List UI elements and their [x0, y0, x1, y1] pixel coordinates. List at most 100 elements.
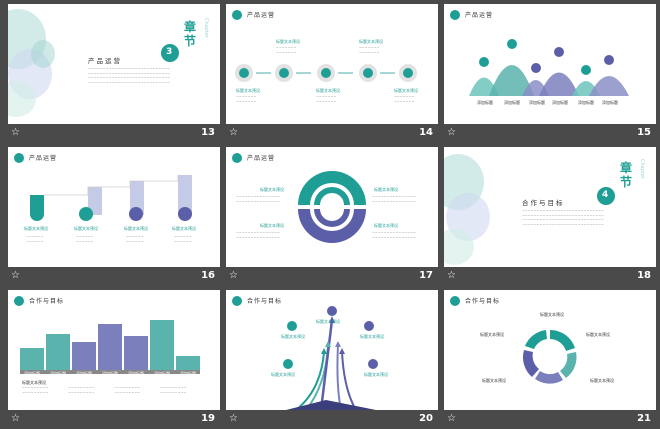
cycle-label: 标题文本预设: [482, 378, 506, 383]
chapter-number: 4: [602, 190, 609, 200]
category-label: 添加标题: [602, 100, 618, 105]
arrows-diagram: [283, 306, 378, 410]
ring-diagram: [298, 171, 366, 243]
bar-graphic: [20, 320, 200, 374]
process-label: 标题文本预设: [394, 88, 418, 93]
section-title: 合作与目标: [522, 199, 565, 207]
chapter-number: 3: [166, 47, 173, 57]
slide-number: 14: [419, 127, 433, 138]
slide-thumb-16[interactable]: 产品运营 标题文本预设 ~~~~~~ ~~~~~~ 标题文本预设 ~~~~~~ ~~…: [8, 147, 220, 286]
chapter-char-mid: 节: [620, 175, 633, 189]
category-label: 添加标题: [552, 100, 568, 105]
star-icon[interactable]: ☆: [229, 270, 238, 281]
process-label: 标题文本预设: [276, 39, 300, 44]
slide-canvas: 合作与目标 标题文本预设 标题文本预设 标题文本预设 标题文本预设 标题文本预设: [226, 290, 438, 410]
category-label: 添加标题: [578, 100, 594, 105]
ring-label: 标题文本预设: [260, 223, 284, 228]
category-label: 添加标题: [504, 100, 520, 105]
node-label: 标题文本预设: [360, 334, 384, 339]
slide-canvas: 产品运营 添加标题 添加标题 添加标题 添加标题 添加标题 添加标题: [444, 4, 656, 124]
step-label: 标题文本预设: [172, 226, 196, 231]
slide-title: 合作与目标: [465, 298, 501, 305]
slide-number: 16: [201, 270, 215, 281]
slide-number: 18: [637, 270, 651, 281]
process-label: 标题文本预设: [316, 88, 340, 93]
bar-label: 添加标题: [128, 371, 144, 376]
slide-title: 合作与目标: [247, 298, 283, 305]
slide-canvas: 章 节 Chapter 3 产品运营 ~~~~~~~~~~~~~~~~~~~~~…: [8, 4, 220, 124]
slide-canvas: 产品运营 标题文本预设 ~~~~~~~~~~~~~~~ ~~~~~~~~~~~~~…: [226, 147, 438, 267]
slide-thumb-13[interactable]: 章 节 Chapter 3 产品运营 ~~~~~~~~~~~~~~~~~~~~~…: [8, 4, 220, 143]
node-label: 标题文本预设: [281, 334, 305, 339]
slide-thumb-19[interactable]: 合作与目标 添加标题 添加标题 添加标题 添加标题 添加标题 添加标题 添加标题…: [8, 290, 220, 429]
slide-number: 20: [419, 413, 433, 424]
slide-number: 21: [637, 413, 651, 424]
ring-label: 标题文本预设: [374, 187, 398, 192]
slide-number: 19: [201, 413, 215, 424]
caption-label: 标题文本预设: [22, 380, 46, 385]
slide-title: 产品运营: [465, 12, 494, 19]
header-dot-icon: [232, 10, 242, 20]
slide-footer: ☆ 17: [226, 267, 438, 286]
ring-label: 标题文本预设: [260, 187, 284, 192]
slide-footer: ☆ 15: [444, 124, 656, 143]
bar-label: 添加标题: [50, 371, 66, 376]
bar-label: 添加标题: [180, 371, 196, 376]
cycle-label: 标题文本预设: [590, 378, 614, 383]
stair-diagram: [30, 175, 192, 221]
slide-canvas: 合作与目标 添加标题 添加标题 添加标题 添加标题 添加标题 添加标题 添加标题…: [8, 290, 220, 410]
slide-footer: ☆ 14: [226, 124, 438, 143]
slide-canvas: 产品运营 标题文本预设 ~~~~~~~ ~~~~~~~ 标题文本预设 ~~~~~~…: [226, 4, 438, 124]
slide-footer: ☆ 18: [444, 267, 656, 286]
header-dot-icon: [14, 153, 24, 163]
slide-footer: ☆ 16: [8, 267, 220, 286]
node-label: 标题文本预设: [271, 372, 295, 377]
header-dot-icon: [450, 10, 460, 20]
step-label: 标题文本预设: [124, 226, 148, 231]
cycle-diagram: [522, 329, 577, 384]
slide-thumb-18[interactable]: 章 节 Chapter 4 合作与目标 ~~~~~~~~~~~~~~~~~~~~…: [444, 147, 656, 286]
slide-title: 产品运营: [29, 155, 58, 162]
watercolor-bg: [8, 9, 179, 117]
process-label: 标题文本预设: [359, 39, 383, 44]
header-dot-icon: [232, 296, 242, 306]
wave-chart: [469, 39, 629, 96]
header-dot-icon: [14, 296, 24, 306]
slide-footer: ☆ 20: [226, 410, 438, 429]
process-label: 标题文本预设: [236, 88, 260, 93]
slide-canvas: 章 节 Chapter 4 合作与目标 ~~~~~~~~~~~~~~~~~~~~…: [444, 147, 656, 267]
star-icon[interactable]: ☆: [447, 413, 456, 424]
node-label: 标题文本预设: [316, 319, 340, 324]
slide-footer: ☆ 19: [8, 410, 220, 429]
slide-number: 15: [637, 127, 651, 138]
slide-thumb-20[interactable]: 合作与目标 标题文本预设 标题文本预设 标题文本预设 标题文本预设 标题文本预设…: [226, 290, 438, 429]
slide-title: 产品运营: [247, 12, 276, 19]
chapter-en: Chapter: [203, 18, 209, 38]
star-icon[interactable]: ☆: [229, 127, 238, 138]
bar-label: 添加标题: [76, 371, 92, 376]
star-icon[interactable]: ☆: [229, 413, 238, 424]
star-icon[interactable]: ☆: [447, 127, 456, 138]
bar-label: 添加标题: [24, 371, 40, 376]
cycle-label: 标题文本预设: [480, 332, 504, 337]
cycle-label: 标题文本预设: [540, 312, 564, 317]
star-icon[interactable]: ☆: [447, 270, 456, 281]
header-dot-icon: [450, 296, 460, 306]
star-icon[interactable]: ☆: [11, 127, 20, 138]
chapter-char-top: 章: [184, 20, 197, 34]
chapter-en: Chapter: [639, 159, 645, 179]
star-icon[interactable]: ☆: [11, 413, 20, 424]
slide-thumb-15[interactable]: 产品运营 添加标题 添加标题 添加标题 添加标题 添加标题 添加标题 ☆ 15: [444, 4, 656, 143]
slide-footer: ☆ 13: [8, 124, 220, 143]
slide-title: 产品运营: [247, 155, 276, 162]
header-dot-icon: [232, 153, 242, 163]
star-icon[interactable]: ☆: [11, 270, 20, 281]
slide-thumb-14[interactable]: 产品运营 标题文本预设 ~~~~~~~ ~~~~~~~ 标题文本预设 ~~~~~~…: [226, 4, 438, 143]
slide-number: 13: [201, 127, 215, 138]
slide-thumb-17[interactable]: 产品运营 标题文本预设 ~~~~~~~~~~~~~~~ ~~~~~~~~~~~~~…: [226, 147, 438, 286]
slide-thumb-21[interactable]: 合作与目标 标题文本预设 标题文本预设 标题文本预设 标题文本预设 标题文本预设…: [444, 290, 656, 429]
category-label: 添加标题: [529, 100, 545, 105]
slide-footer: ☆ 21: [444, 410, 656, 429]
section-title: 产品运营: [88, 57, 122, 65]
node-label: 标题文本预设: [364, 372, 388, 377]
